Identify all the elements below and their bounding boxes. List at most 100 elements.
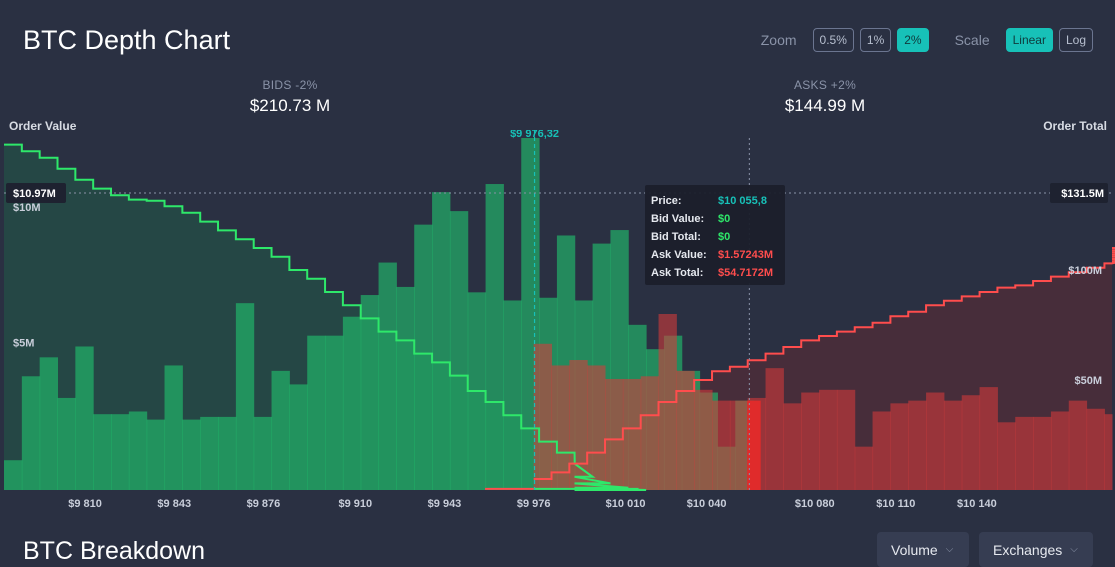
scale-linear-button[interactable]: Linear bbox=[1005, 28, 1053, 52]
ask-bar bbox=[961, 395, 981, 490]
right-axis-title: Order Total bbox=[1043, 119, 1107, 133]
bid-bar bbox=[503, 300, 522, 490]
ask-bar bbox=[836, 389, 856, 490]
bids-value: $210.73 M bbox=[249, 96, 331, 115]
bid-bar bbox=[307, 335, 326, 490]
chevron-down-icon: ⌵ bbox=[1070, 544, 1078, 555]
zoom-1-button[interactable]: 1% bbox=[859, 28, 892, 52]
tooltip-label: Bid Value: bbox=[651, 213, 704, 225]
mid-price-label: $9 976,32 bbox=[510, 130, 559, 140]
ask-bar bbox=[979, 387, 998, 490]
bid-bar bbox=[4, 460, 23, 490]
bid-bar bbox=[218, 416, 237, 490]
tooltip-value: $54.7172M bbox=[718, 267, 773, 279]
ask-bar bbox=[729, 400, 749, 490]
bid-bar bbox=[235, 303, 255, 490]
tooltip-value: $10 055,8 bbox=[718, 195, 767, 207]
hover-right-label: $131.5M bbox=[1061, 188, 1104, 200]
ask-bar bbox=[1086, 408, 1105, 490]
bid-bar bbox=[57, 397, 76, 490]
ask-bar bbox=[783, 403, 802, 490]
ask-bar bbox=[890, 403, 909, 490]
y-tick-right-label: $50M bbox=[1074, 375, 1102, 387]
ask-bar bbox=[943, 400, 963, 490]
asks-value: $144.99 M bbox=[784, 96, 866, 115]
bid-bar bbox=[360, 295, 380, 490]
ask-bar bbox=[997, 422, 1016, 490]
tooltip-value: $1.57243M bbox=[718, 249, 773, 261]
hover-left-badge bbox=[6, 182, 66, 203]
ask-bar bbox=[819, 389, 838, 490]
ask-bar bbox=[1068, 400, 1088, 490]
ask-bar bbox=[854, 446, 874, 490]
bid-bar bbox=[93, 414, 112, 490]
ask-bar bbox=[908, 400, 927, 490]
bids-label: BIDS -2% bbox=[262, 78, 318, 92]
zoom-0-5-button[interactable]: 0.5% bbox=[812, 28, 854, 52]
ask-bar bbox=[872, 411, 891, 490]
tooltip-label: Ask Total: bbox=[651, 267, 703, 279]
bids-summary: BIDS -2% $210.73 M bbox=[190, 78, 390, 116]
ask-bar bbox=[694, 389, 713, 490]
tooltip-box bbox=[645, 185, 785, 285]
ask-bar bbox=[1033, 416, 1052, 490]
ask-bar bbox=[1104, 414, 1113, 490]
hover-bar bbox=[747, 400, 761, 490]
tooltip-value: $0 bbox=[718, 213, 730, 225]
zoom-2-button[interactable]: 2% bbox=[897, 28, 929, 52]
y-tick-left-label: $5M bbox=[13, 338, 34, 350]
y-tick-right-label: $100M bbox=[1068, 265, 1102, 277]
x-tick-label: $9 943 bbox=[428, 498, 462, 510]
exchanges-dropdown-label: Exchanges bbox=[993, 541, 1063, 558]
bid-bar bbox=[449, 211, 469, 490]
zoom-label: Zoom bbox=[760, 32, 797, 48]
left-axis-title: Order Value bbox=[9, 119, 77, 133]
depth-chart[interactable]: $9 976,32 $10.97M $131.5M $5M $10M $50M $100M $… bbox=[0, 130, 1115, 515]
bid-bar bbox=[396, 286, 415, 490]
ask-bar bbox=[801, 392, 820, 490]
tooltip-label: Ask Value: bbox=[651, 249, 707, 261]
asks-summary: ASKS +2% $144.99 M bbox=[725, 78, 925, 116]
bid-bar bbox=[200, 416, 219, 490]
bid-bar bbox=[182, 419, 201, 490]
ask-bar bbox=[1050, 411, 1070, 490]
hover-left-label: $10.97M bbox=[13, 188, 56, 200]
ask-bar bbox=[1015, 416, 1034, 490]
exchanges-dropdown[interactable]: Exchanges ⌵ bbox=[979, 532, 1093, 567]
bid-bar bbox=[21, 376, 41, 490]
page-title: BTC Depth Chart bbox=[23, 25, 231, 55]
volume-dropdown-label: Volume bbox=[891, 541, 938, 558]
x-tick-label: $10 140 bbox=[957, 498, 997, 510]
bid-bar bbox=[414, 224, 433, 490]
bid-bar bbox=[271, 370, 290, 490]
ask-bar bbox=[587, 365, 606, 490]
x-tick-label: $10 010 bbox=[606, 498, 646, 510]
x-tick-label: $10 110 bbox=[876, 498, 915, 510]
x-tick-label: $9 910 bbox=[338, 498, 372, 510]
tooltip-value: $0 bbox=[718, 231, 730, 243]
x-tick-label: $9 976 bbox=[517, 498, 551, 510]
volume-dropdown[interactable]: Volume ⌵ bbox=[877, 532, 969, 567]
bid-bar bbox=[342, 316, 362, 490]
bid-bar bbox=[432, 192, 451, 490]
tooltip-label: Price: bbox=[651, 195, 682, 207]
y-tick-left-label: $10M bbox=[13, 202, 41, 214]
scale-log-button[interactable]: Log bbox=[1058, 28, 1093, 52]
scale-label: Scale bbox=[954, 32, 990, 48]
ask-bar bbox=[551, 365, 570, 490]
breakdown-title: BTC Breakdown bbox=[23, 537, 206, 565]
ask-total-line bbox=[533, 247, 1115, 480]
asks-label: ASKS +2% bbox=[793, 78, 857, 92]
ask-bar bbox=[926, 392, 945, 490]
bid-bar bbox=[146, 419, 166, 490]
bid-bar bbox=[289, 384, 308, 490]
chart-controls: Zoom 0.5% 1% 2% Scale Linear Log bbox=[741, 28, 1093, 52]
tooltip-label: Bid Total: bbox=[651, 231, 701, 243]
x-tick-label: $10 040 bbox=[687, 498, 727, 510]
bid-bar bbox=[253, 416, 273, 490]
bid-bar bbox=[39, 357, 59, 490]
bid-bar bbox=[164, 365, 183, 490]
bid-bar bbox=[378, 262, 397, 490]
bid-bar bbox=[485, 184, 504, 490]
